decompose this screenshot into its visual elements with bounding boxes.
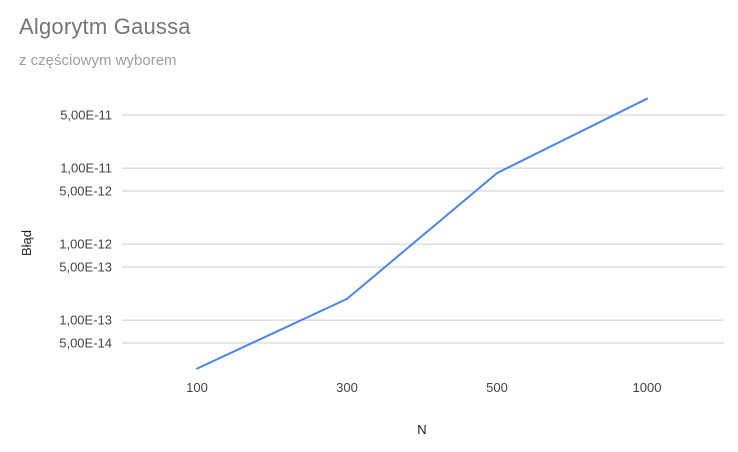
chart-title: Algorytm Gaussa <box>19 14 191 39</box>
chart-subtitle: z częściowym wyborem <box>19 52 177 69</box>
y-tick-label: 1,00E-13 <box>59 313 112 328</box>
gridlines <box>122 114 724 344</box>
y-tick-label: 1,00E-11 <box>60 161 112 176</box>
x-axis-label: N <box>417 422 426 437</box>
y-tick-label: 5,00E-14 <box>59 336 112 351</box>
y-tick-label: 1,00E-12 <box>59 237 112 252</box>
series-layer <box>196 97 648 370</box>
series-line-0 <box>196 97 648 370</box>
x-tick-label: 100 <box>186 380 208 395</box>
x-tick-label: 1000 <box>633 380 662 395</box>
x-tick-label: 300 <box>336 380 358 395</box>
y-tick-label: 5,00E-11 <box>60 108 112 123</box>
y-tick-label: 5,00E-12 <box>59 184 112 199</box>
x-axis-tick-labels: 100 300 500 1000 <box>186 380 661 395</box>
y-axis-label: Błąd <box>19 230 34 256</box>
y-tick-label: 5,00E-13 <box>59 260 112 275</box>
y-axis-tick-labels: 5,00E-11 1,00E-11 5,00E-12 1,00E-12 5,00E-13… <box>59 108 112 351</box>
x-tick-label: 500 <box>486 380 508 395</box>
